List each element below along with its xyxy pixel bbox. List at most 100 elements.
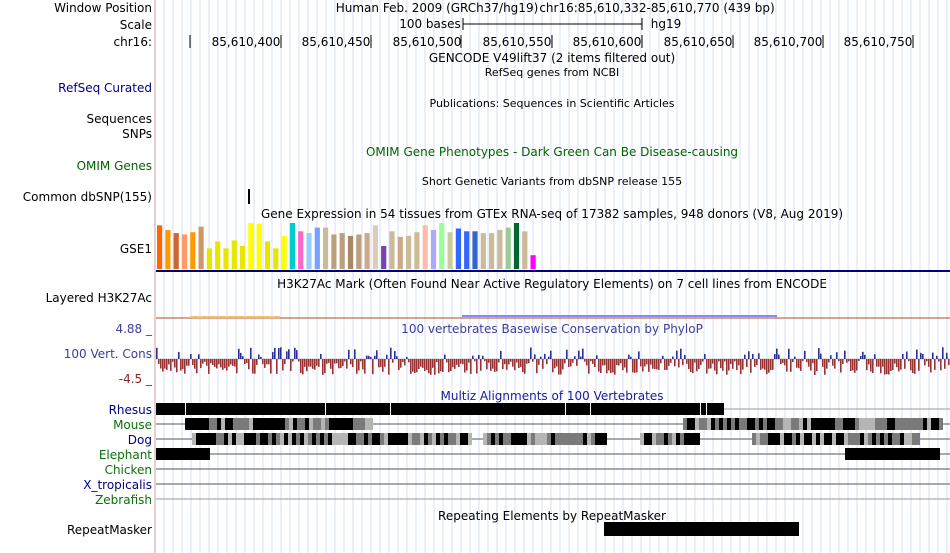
cons-bar xyxy=(226,359,228,371)
multiz-block xyxy=(244,433,248,445)
multiz-block xyxy=(201,418,205,430)
cons-bar xyxy=(364,359,366,374)
cons-bar xyxy=(872,359,874,374)
multiz-block xyxy=(280,433,284,445)
cons-bar xyxy=(460,359,462,364)
cons-bar xyxy=(874,354,876,359)
cons-bar xyxy=(196,359,198,374)
cons-bar xyxy=(540,356,542,359)
cons-track-title: 100 vertebrates Basewise Conservation by… xyxy=(401,322,703,336)
cons-bar xyxy=(526,359,528,364)
multiz-block xyxy=(515,433,519,445)
cons-bar xyxy=(478,354,480,359)
multiz-block xyxy=(495,433,499,445)
multiz-block xyxy=(680,433,684,445)
cons-bar xyxy=(422,359,424,368)
species-label-elephant[interactable]: Elephant xyxy=(98,448,152,462)
multiz-block xyxy=(535,433,539,445)
cons-bar xyxy=(608,359,610,371)
cons-bar xyxy=(774,354,776,359)
cons-bar xyxy=(758,353,760,359)
species-label-xtropicalis[interactable]: X_tropicalis xyxy=(83,478,152,492)
cons-bar xyxy=(690,359,692,372)
gtex-bar xyxy=(256,223,262,269)
cons-bar xyxy=(560,359,562,375)
multiz-block xyxy=(804,433,808,445)
cons-bar xyxy=(444,354,446,359)
chrom-label[interactable]: chr16: xyxy=(113,35,152,49)
multiz-block xyxy=(880,433,884,445)
cons-bar xyxy=(298,359,300,362)
cons-bar xyxy=(514,359,516,371)
window-position-label[interactable]: Window Position xyxy=(54,1,152,15)
cons-track-label[interactable]: 100 Vert. Cons xyxy=(63,347,152,361)
cons-bar xyxy=(502,359,504,370)
cons-bar xyxy=(564,359,566,364)
multiz-block xyxy=(292,433,296,445)
multiz-block xyxy=(265,418,269,430)
multiz-block xyxy=(899,418,903,430)
cons-bar xyxy=(864,354,866,359)
cons-bar xyxy=(464,359,466,373)
multiz-block xyxy=(229,418,233,430)
cons-bar xyxy=(164,359,166,369)
cons-bar xyxy=(318,359,320,367)
gtex-bar xyxy=(165,229,171,269)
cons-bar xyxy=(918,359,920,371)
cons-bar xyxy=(740,359,742,375)
gencode-track-title[interactable]: GENCODE V49lift37 (2 items filtered out) xyxy=(428,51,676,65)
species-label-chicken[interactable]: Chicken xyxy=(104,463,152,477)
cons-bar xyxy=(602,359,604,366)
cons-bar xyxy=(242,356,244,359)
gtex-bar xyxy=(264,241,271,269)
cons-bar xyxy=(812,359,814,364)
gtex-track-label[interactable]: GSE1 xyxy=(119,242,152,256)
species-label-dog[interactable]: Dog xyxy=(127,433,152,447)
species-label-zebrafish[interactable]: Zebrafish xyxy=(95,493,152,507)
dbsnp-track-label[interactable]: Common dbSNP(155) xyxy=(22,190,152,204)
multiz-block xyxy=(895,418,899,430)
assembly-text: Human Feb. 2009 (GRCh37/hg19) xyxy=(335,1,539,15)
cons-bar xyxy=(222,359,224,370)
multiz-block xyxy=(587,433,591,445)
multiz-block xyxy=(551,433,555,445)
refseq-track-label[interactable]: RefSeq Curated xyxy=(58,81,152,95)
cons-bar xyxy=(946,352,948,359)
cons-bar xyxy=(674,359,676,367)
multiz-block xyxy=(213,418,217,430)
cons-bar xyxy=(250,347,252,359)
cons-bar xyxy=(338,359,340,369)
cons-bar xyxy=(416,359,418,373)
multiz-block xyxy=(519,433,523,445)
multiz-block xyxy=(325,418,329,430)
cons-bar xyxy=(268,359,270,365)
repeat-track-label[interactable]: RepeatMasker xyxy=(66,523,152,537)
cons-bar xyxy=(492,359,494,369)
multiz-block xyxy=(775,418,779,430)
multiz-block xyxy=(352,433,356,445)
cons-bar xyxy=(844,350,846,359)
multiz-block xyxy=(847,418,851,430)
cons-bar xyxy=(658,359,660,370)
multiz-block xyxy=(200,433,204,445)
cons-bar xyxy=(820,353,822,359)
species-label-mouse[interactable]: Mouse xyxy=(113,418,152,432)
h3k27ac-track-label[interactable]: Layered H3K27Ac xyxy=(45,291,152,305)
cons-bar xyxy=(304,359,306,367)
multiz-block xyxy=(357,418,361,430)
cons-bar xyxy=(886,359,888,375)
omim-track-label[interactable]: OMIM Genes xyxy=(76,159,152,173)
cons-bar xyxy=(320,353,322,359)
cons-bar xyxy=(432,359,434,368)
multiz-break xyxy=(590,403,591,415)
species-label-rhesus[interactable]: Rhesus xyxy=(108,403,152,417)
snps-track-label[interactable]: SNPs xyxy=(122,127,152,141)
multiz-block xyxy=(852,433,856,445)
gtex-bar xyxy=(298,231,304,269)
cons-bar xyxy=(834,359,836,369)
multiz-block xyxy=(424,433,428,445)
scale-label[interactable]: Scale xyxy=(119,18,152,32)
cons-bar xyxy=(646,359,648,365)
sequences-track-label[interactable]: Sequences xyxy=(86,112,152,126)
